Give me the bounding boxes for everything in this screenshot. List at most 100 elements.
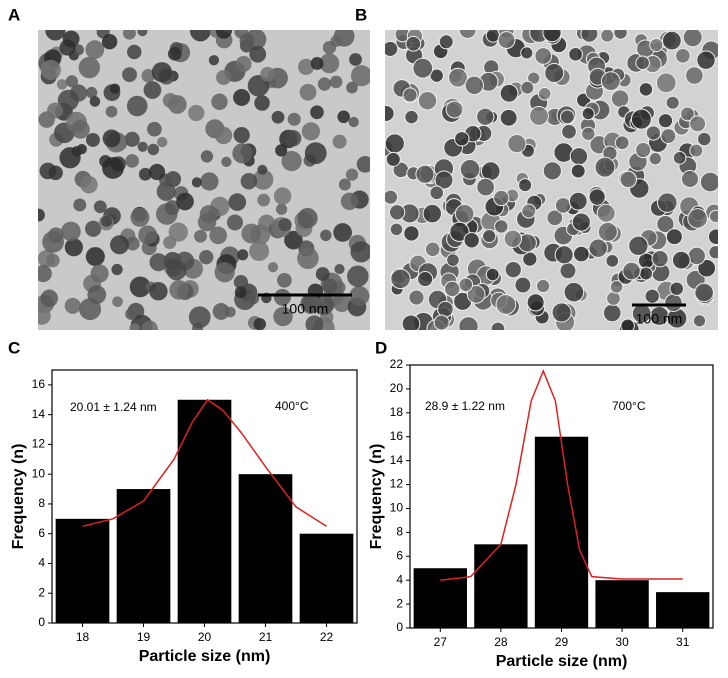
particle xyxy=(609,280,624,294)
particle xyxy=(214,126,233,145)
bar xyxy=(413,568,467,628)
particle xyxy=(221,156,232,167)
y-tick-label: 14 xyxy=(390,453,404,467)
particle xyxy=(284,230,303,250)
particle xyxy=(78,56,101,79)
particle xyxy=(102,129,121,148)
particle xyxy=(466,284,486,304)
particle xyxy=(559,262,577,280)
particle xyxy=(651,250,669,268)
fit-curve xyxy=(82,398,327,528)
x-tick-label: 20 xyxy=(198,630,212,644)
particle xyxy=(405,35,422,52)
particle xyxy=(125,154,140,168)
particle xyxy=(338,178,351,191)
particle xyxy=(613,30,628,40)
y-tick-label: 22 xyxy=(390,357,404,371)
particle xyxy=(680,106,695,122)
particle xyxy=(449,221,470,242)
particle xyxy=(273,288,291,306)
particle xyxy=(240,172,258,190)
particle xyxy=(485,267,500,282)
particle xyxy=(253,317,266,330)
particle xyxy=(385,133,405,154)
particle xyxy=(85,86,98,99)
particle xyxy=(38,306,51,325)
particle xyxy=(130,207,150,227)
particle xyxy=(138,167,152,181)
particle xyxy=(188,104,205,122)
particle xyxy=(168,222,188,242)
particle xyxy=(89,96,101,107)
particle xyxy=(628,235,649,257)
particle xyxy=(514,276,532,294)
particle xyxy=(445,100,464,119)
particle xyxy=(388,204,406,221)
particle xyxy=(568,46,583,62)
particle xyxy=(482,228,497,244)
particle xyxy=(708,209,718,224)
particle xyxy=(122,30,136,40)
particle xyxy=(93,200,107,214)
particle xyxy=(660,128,677,144)
particle xyxy=(215,30,232,39)
particle xyxy=(232,143,253,164)
particle xyxy=(85,40,105,59)
particle xyxy=(61,221,81,242)
x-tick-label: 18 xyxy=(76,630,90,644)
particle xyxy=(297,208,318,229)
particle xyxy=(38,208,45,222)
particle xyxy=(166,260,187,281)
particle xyxy=(330,35,343,47)
x-tick-label: 22 xyxy=(320,630,334,644)
particle xyxy=(273,187,292,205)
particle xyxy=(656,214,675,234)
particle xyxy=(480,161,501,181)
particle xyxy=(697,258,717,278)
bar xyxy=(474,544,528,628)
particle xyxy=(672,151,687,165)
particle xyxy=(65,75,79,88)
bar xyxy=(238,474,293,623)
particle xyxy=(561,123,577,140)
particle xyxy=(176,192,194,211)
particle xyxy=(315,267,330,281)
bar xyxy=(299,533,354,623)
particle xyxy=(708,245,718,260)
particle xyxy=(682,30,703,48)
particle xyxy=(148,163,166,181)
particle xyxy=(350,65,370,87)
bar xyxy=(595,580,649,628)
particle xyxy=(542,30,562,43)
particle xyxy=(57,89,79,111)
particle xyxy=(80,175,98,194)
particle xyxy=(542,161,562,181)
particle xyxy=(147,143,160,156)
particle xyxy=(59,147,81,169)
particle xyxy=(147,121,162,137)
particle xyxy=(234,286,247,299)
panel-label: D xyxy=(375,338,387,357)
particle xyxy=(151,62,173,83)
particle xyxy=(594,156,616,178)
particle xyxy=(665,228,683,246)
particle xyxy=(167,47,182,61)
particle xyxy=(301,122,321,141)
particle xyxy=(622,261,641,281)
particle xyxy=(385,189,399,205)
particle xyxy=(149,253,168,272)
particle xyxy=(645,125,662,141)
particle xyxy=(649,37,664,53)
bar xyxy=(55,518,110,623)
particle xyxy=(112,296,123,307)
particle xyxy=(458,277,474,293)
particle xyxy=(62,30,80,48)
particle xyxy=(569,147,589,166)
scale-bar-label: 100 nm xyxy=(636,311,683,327)
particle xyxy=(446,253,460,267)
particle xyxy=(424,241,441,258)
particle xyxy=(699,171,718,193)
particle xyxy=(333,223,352,242)
particle xyxy=(254,95,270,111)
particle xyxy=(281,150,302,172)
